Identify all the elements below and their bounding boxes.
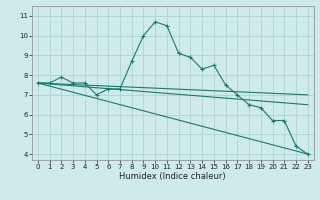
X-axis label: Humidex (Indice chaleur): Humidex (Indice chaleur) (119, 172, 226, 181)
